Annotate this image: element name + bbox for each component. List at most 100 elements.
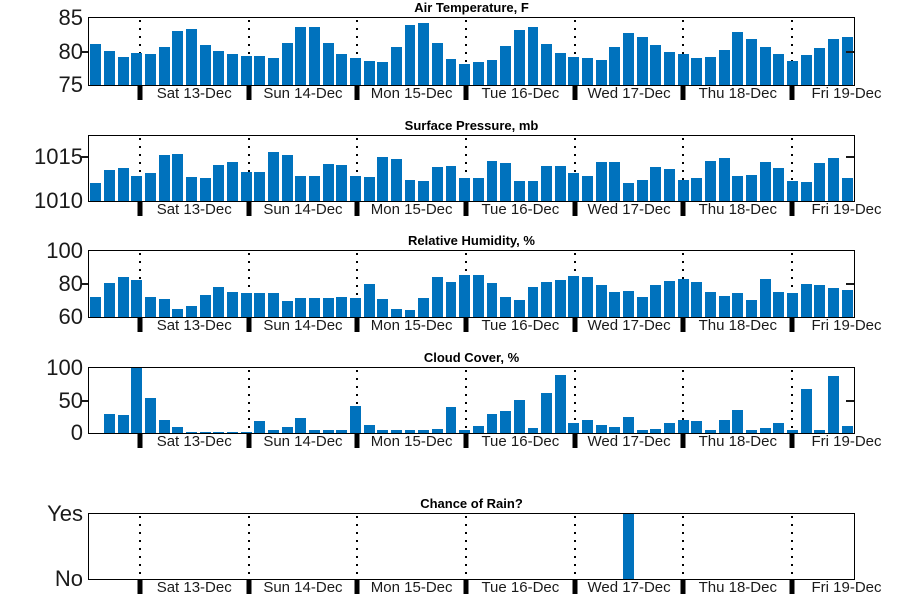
bar <box>759 162 771 201</box>
bar <box>240 172 252 201</box>
y-tick-mark-left <box>81 50 88 53</box>
y-tick-label: 0 <box>70 420 83 445</box>
bar <box>226 292 238 317</box>
bar <box>677 420 689 433</box>
y-tick-mark-right <box>846 283 854 285</box>
bar <box>787 60 798 85</box>
bar <box>623 416 635 433</box>
bar <box>431 277 443 317</box>
day-tick-mark <box>572 317 578 332</box>
day-gridline <box>356 516 359 578</box>
bar <box>623 514 635 579</box>
y-tick-label: 1015 <box>34 144 83 170</box>
day-gridline <box>138 138 141 200</box>
bar <box>281 300 293 317</box>
bar <box>718 296 730 317</box>
day-label: Thu 18-Dec <box>698 317 777 334</box>
bar <box>185 432 197 433</box>
day-gridline <box>791 20 794 84</box>
bar <box>554 165 566 201</box>
bar <box>185 29 197 85</box>
chart-title: Cloud Cover, % <box>423 350 520 365</box>
day-label: Wed 17-Dec <box>587 317 671 334</box>
y-tick-label: 85 <box>58 5 83 30</box>
bar <box>131 368 143 433</box>
day-label: Sun 14-Dec <box>263 201 343 218</box>
day-gridline <box>465 516 467 578</box>
bar <box>390 47 402 85</box>
bar <box>609 46 621 85</box>
bar <box>691 57 703 85</box>
bar <box>226 53 238 85</box>
day-gridline <box>573 516 576 578</box>
bar <box>472 425 484 433</box>
bar <box>199 294 211 317</box>
bar <box>814 284 826 317</box>
day-label: Sun 14-Dec <box>263 579 343 596</box>
day-tick-mark <box>137 433 143 448</box>
bar <box>691 178 703 201</box>
bar <box>226 162 238 201</box>
bar <box>308 175 320 201</box>
bar <box>828 288 839 317</box>
day-label: Tue 16-Dec <box>481 201 560 218</box>
bar <box>213 50 225 85</box>
day-tick-mark <box>789 579 795 594</box>
bar <box>609 162 621 201</box>
y-tick-mark-right <box>846 399 854 402</box>
bar <box>390 308 402 317</box>
day-gridline <box>682 370 685 432</box>
bar <box>104 50 115 85</box>
bar <box>787 293 798 317</box>
day-label: Mon 15-Dec <box>370 317 453 334</box>
day-label: Sat 13-Dec <box>156 85 232 102</box>
bar <box>623 33 635 85</box>
bar <box>295 418 307 433</box>
y-tick-label: Yes <box>47 501 83 526</box>
bar <box>267 151 279 201</box>
bar <box>199 178 211 201</box>
bar <box>363 284 375 317</box>
bar <box>732 293 744 317</box>
day-label: Sat 13-Dec <box>156 201 232 218</box>
bar <box>117 414 129 433</box>
day-gridline <box>682 138 685 200</box>
bar <box>759 428 771 433</box>
bar <box>445 165 457 201</box>
bar <box>240 293 252 317</box>
day-tick-mark <box>463 317 469 332</box>
bar <box>527 27 539 85</box>
bar <box>404 179 416 201</box>
bar <box>486 60 498 85</box>
bar <box>418 298 430 317</box>
bar <box>131 175 143 201</box>
bar <box>568 172 580 201</box>
bar <box>459 429 471 433</box>
y-tick-label: 100 <box>46 238 83 263</box>
bar <box>732 175 744 201</box>
bar <box>800 284 812 317</box>
bar <box>500 410 512 433</box>
bar <box>254 56 266 85</box>
bar <box>377 429 389 433</box>
bar <box>377 61 389 85</box>
bar <box>131 280 143 317</box>
bar <box>199 44 211 85</box>
day-gridline <box>465 138 467 200</box>
bar <box>773 292 785 317</box>
bar <box>308 429 320 433</box>
day-tick-mark <box>572 579 578 594</box>
bar <box>636 37 648 85</box>
bar <box>800 389 812 433</box>
y-tick-label: 50 <box>58 387 83 413</box>
bar <box>814 430 826 433</box>
day-tick-mark <box>137 579 143 594</box>
bar <box>623 290 635 317</box>
day-tick-mark <box>137 201 143 216</box>
bar <box>131 52 143 85</box>
bar <box>787 180 798 201</box>
bar <box>240 55 252 85</box>
bar <box>500 297 512 317</box>
bar <box>445 58 457 85</box>
